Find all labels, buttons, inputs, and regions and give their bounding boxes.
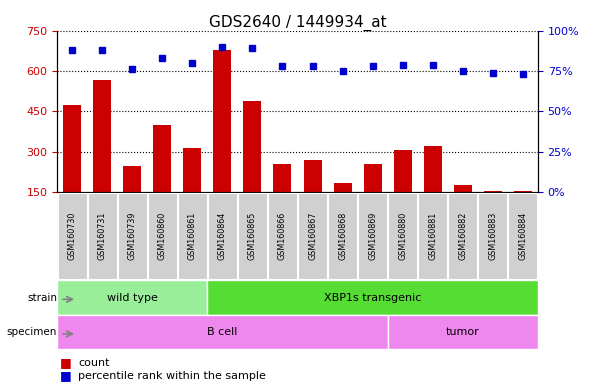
Bar xyxy=(273,164,291,192)
Title: GDS2640 / 1449934_at: GDS2640 / 1449934_at xyxy=(209,15,386,31)
Text: GSM160731: GSM160731 xyxy=(98,212,106,260)
Bar xyxy=(364,164,382,192)
Text: GSM160869: GSM160869 xyxy=(368,212,377,260)
Bar xyxy=(388,315,538,349)
Text: percentile rank within the sample: percentile rank within the sample xyxy=(78,371,266,381)
Bar xyxy=(148,193,177,280)
Bar xyxy=(508,193,537,280)
Bar xyxy=(207,280,538,315)
Bar xyxy=(57,280,207,315)
Bar xyxy=(88,193,117,280)
Bar xyxy=(394,150,412,192)
Text: specimen: specimen xyxy=(7,327,57,337)
Text: strain: strain xyxy=(27,293,57,303)
Text: GSM160866: GSM160866 xyxy=(278,212,287,260)
Bar xyxy=(63,104,81,192)
Text: XBP1s transgenic: XBP1s transgenic xyxy=(324,293,421,303)
Text: GSM160730: GSM160730 xyxy=(68,212,76,260)
Text: GSM160883: GSM160883 xyxy=(489,212,497,260)
Bar xyxy=(238,193,267,280)
Bar xyxy=(213,50,231,192)
Bar xyxy=(424,146,442,192)
Bar xyxy=(243,101,261,192)
Bar xyxy=(328,193,357,280)
Bar xyxy=(93,81,111,192)
Bar xyxy=(304,160,322,192)
Bar xyxy=(57,315,388,349)
Bar xyxy=(183,148,201,192)
Text: GSM160864: GSM160864 xyxy=(218,212,227,260)
Bar xyxy=(418,193,447,280)
Text: ■: ■ xyxy=(60,369,72,382)
Bar xyxy=(123,167,141,192)
Bar xyxy=(388,193,417,280)
Text: GSM160882: GSM160882 xyxy=(459,212,467,260)
Text: ■: ■ xyxy=(60,356,72,369)
Text: GSM160884: GSM160884 xyxy=(519,212,527,260)
Text: GSM160739: GSM160739 xyxy=(128,212,136,260)
Bar xyxy=(358,193,387,280)
Text: GSM160868: GSM160868 xyxy=(338,212,347,260)
Bar xyxy=(178,193,207,280)
Bar xyxy=(118,193,147,280)
Text: GSM160881: GSM160881 xyxy=(429,212,437,260)
Text: GSM160865: GSM160865 xyxy=(248,212,257,260)
Text: tumor: tumor xyxy=(446,327,480,337)
Text: count: count xyxy=(78,358,109,368)
Bar xyxy=(153,125,171,192)
Bar xyxy=(478,193,507,280)
Bar xyxy=(334,183,352,192)
Text: wild type: wild type xyxy=(107,293,157,303)
Bar xyxy=(448,193,477,280)
Bar xyxy=(58,193,87,280)
Text: GSM160861: GSM160861 xyxy=(188,212,197,260)
Bar xyxy=(268,193,297,280)
Bar xyxy=(454,185,472,192)
Text: GSM160860: GSM160860 xyxy=(158,212,166,260)
Text: GSM160867: GSM160867 xyxy=(308,212,317,260)
Text: B cell: B cell xyxy=(207,327,237,337)
Bar xyxy=(298,193,327,280)
Text: GSM160880: GSM160880 xyxy=(398,212,407,260)
Bar xyxy=(208,193,237,280)
